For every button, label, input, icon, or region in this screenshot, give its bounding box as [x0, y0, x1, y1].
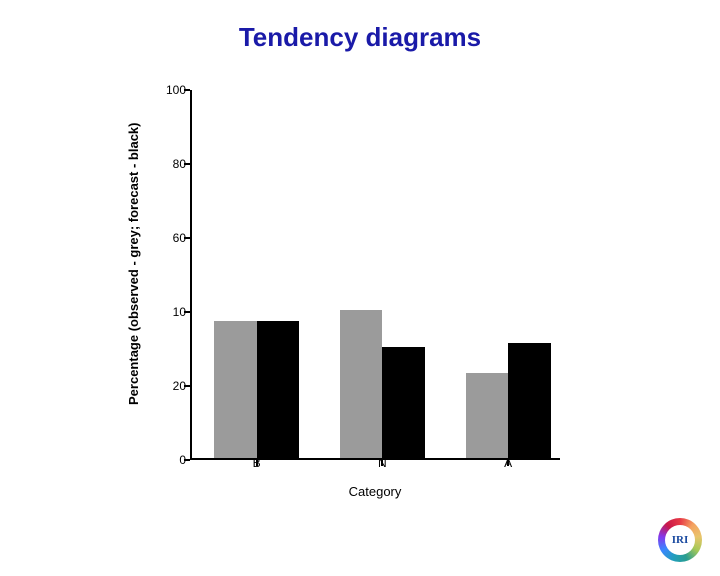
bar-forecast: [508, 343, 551, 458]
y-tick-label: 0: [146, 453, 186, 467]
x-tick-label: N: [352, 456, 412, 470]
page-title: Tendency diagrams: [0, 22, 720, 53]
plot-area: [190, 90, 560, 460]
y-tick-label: 10: [146, 305, 186, 319]
y-tick-label: 80: [146, 157, 186, 171]
y-tick-label: 60: [146, 231, 186, 245]
bar-observed: [214, 321, 257, 458]
slide: Tendency diagrams Percentage (observed -…: [0, 0, 720, 576]
x-tick-label: B: [227, 456, 287, 470]
bar-observed: [466, 373, 509, 458]
bar-forecast: [382, 347, 425, 458]
tendency-chart: Percentage (observed - grey; forecast - …: [120, 80, 580, 510]
y-tick-label: 20: [146, 379, 186, 393]
iri-logo: IRI: [658, 518, 702, 562]
bar-forecast: [257, 321, 300, 458]
y-axis-line: [190, 90, 192, 460]
x-axis-title: Category: [190, 484, 560, 499]
y-axis-title: Percentage (observed - grey; forecast - …: [126, 122, 141, 405]
logo-text: IRI: [665, 525, 695, 555]
x-tick-label: A: [478, 456, 538, 470]
y-tick-label: 100: [146, 83, 186, 97]
bar-observed: [340, 310, 383, 458]
